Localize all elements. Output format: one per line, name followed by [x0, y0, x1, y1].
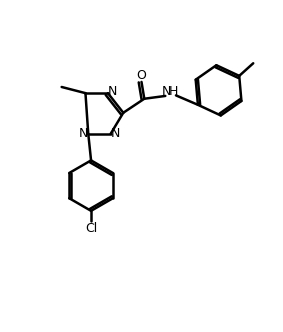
Text: N: N: [79, 127, 88, 140]
Text: N: N: [108, 85, 117, 98]
Text: N: N: [162, 85, 171, 98]
Text: O: O: [137, 69, 146, 82]
Text: N: N: [111, 127, 120, 140]
Text: Cl: Cl: [85, 222, 97, 235]
Text: H: H: [169, 85, 178, 98]
